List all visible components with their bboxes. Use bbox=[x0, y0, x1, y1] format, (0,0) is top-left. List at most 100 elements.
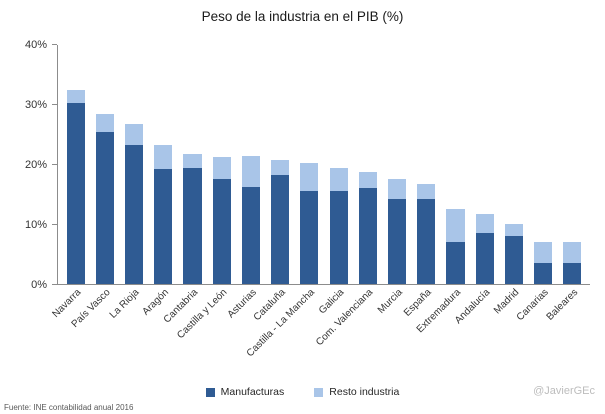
bar-column: Murcia bbox=[376, 45, 411, 316]
bar-stack bbox=[212, 45, 231, 284]
bar-column: Com. Valenciana bbox=[314, 45, 382, 348]
bar-column: Castilla y León bbox=[175, 45, 236, 341]
bar-stack bbox=[446, 45, 465, 284]
y-tick-label: 40% bbox=[24, 39, 47, 51]
bar-column: Andalucía bbox=[453, 45, 499, 326]
bar-segment bbox=[563, 242, 582, 264]
bar-stack bbox=[417, 45, 436, 284]
bar-segment bbox=[504, 236, 523, 284]
bar-stack bbox=[66, 45, 85, 284]
bar-column: Navarra bbox=[50, 45, 90, 320]
bar-column: Cataluña bbox=[252, 45, 295, 323]
y-axis: 0% 10% 20% 30% 40% bbox=[0, 39, 57, 291]
bar-segment bbox=[563, 263, 582, 284]
bar-segment bbox=[212, 156, 231, 180]
bar-segment bbox=[446, 242, 465, 284]
bar-segment bbox=[475, 214, 494, 234]
bar-segment bbox=[66, 89, 85, 103]
bar-segment bbox=[95, 131, 114, 284]
y-tick-mark bbox=[52, 104, 57, 105]
bar-segment bbox=[183, 154, 202, 168]
bar-segment bbox=[417, 199, 436, 284]
bar-segment bbox=[358, 171, 377, 189]
bar-segment bbox=[271, 160, 290, 176]
bar-segment bbox=[475, 233, 494, 284]
bar-stack bbox=[563, 45, 582, 284]
bar-segment bbox=[154, 169, 173, 284]
y-tick-label: 30% bbox=[24, 99, 47, 111]
bar-column: Aragón bbox=[140, 45, 178, 318]
bar-stack bbox=[95, 45, 114, 284]
bar-segment bbox=[124, 124, 144, 146]
legend: Manufacturas Resto industria bbox=[0, 386, 605, 398]
bar-segment bbox=[154, 145, 173, 170]
legend-swatch bbox=[205, 387, 215, 397]
bar-stack bbox=[241, 45, 260, 284]
y-tick-mark bbox=[52, 44, 57, 45]
x-axis-label: Baleares bbox=[544, 287, 581, 323]
bar-segment bbox=[446, 209, 465, 243]
plot-wrap: Navarra País Vasco La Rioja Aragón Cantabria… bbox=[50, 44, 590, 359]
bar-segment bbox=[241, 186, 260, 284]
legend-swatch bbox=[314, 387, 324, 397]
legend-item: Manufacturas bbox=[205, 386, 285, 398]
y-tick-label: 10% bbox=[24, 219, 47, 231]
bar-stack bbox=[329, 45, 348, 284]
bar-segment bbox=[183, 167, 202, 284]
y-tick-label: 20% bbox=[24, 159, 47, 171]
bar-segment bbox=[124, 145, 144, 284]
bar-stack bbox=[358, 45, 377, 284]
bar-stack bbox=[154, 45, 173, 284]
bar-segment bbox=[95, 113, 114, 132]
bar-stack bbox=[183, 45, 202, 284]
bar-column: Baleares bbox=[544, 45, 587, 323]
bar-column: País Vasco bbox=[70, 45, 119, 330]
bar-stack bbox=[504, 45, 523, 284]
credit-handle: @JavierGEc bbox=[533, 385, 595, 397]
bar-column: Madrid bbox=[492, 45, 528, 316]
x-axis-label: La Rioja bbox=[108, 287, 142, 321]
y-tick-label: 0% bbox=[31, 279, 47, 291]
bar-segment bbox=[504, 224, 523, 237]
y-tick-mark bbox=[52, 224, 57, 225]
bar-stack bbox=[300, 45, 319, 284]
bar-segment bbox=[417, 183, 436, 200]
bar-stack bbox=[534, 45, 553, 284]
x-axis-label: Com. Valenciana bbox=[314, 287, 376, 349]
bar-segment bbox=[387, 179, 407, 199]
bar-stack bbox=[387, 45, 407, 284]
bar-column: Cantabria bbox=[162, 45, 207, 325]
y-tick-mark bbox=[52, 284, 57, 285]
source-note: Fuente: INE contabilidad anual 2016 bbox=[4, 403, 134, 412]
bar-column: Extremadura bbox=[415, 45, 470, 335]
chart-title: Peso de la industria en el PIB (%) bbox=[201, 9, 404, 24]
y-tick-mark bbox=[52, 164, 57, 165]
bar-segment bbox=[271, 175, 290, 284]
bar-stack bbox=[271, 45, 290, 284]
bar-segment bbox=[212, 179, 231, 284]
bar-column: La Rioja bbox=[108, 45, 148, 321]
plot-area: Navarra País Vasco La Rioja Aragón Cantabria… bbox=[50, 45, 590, 359]
bar-segment bbox=[300, 191, 319, 284]
bar-segment bbox=[329, 191, 348, 284]
bar-segment bbox=[358, 188, 377, 284]
legend-item: Resto industria bbox=[314, 386, 399, 398]
bar-segment bbox=[300, 162, 319, 192]
bar-stack bbox=[475, 45, 494, 284]
bar-segment bbox=[329, 167, 348, 192]
legend-label: Resto industria bbox=[329, 386, 400, 398]
x-axis-label: Murcia bbox=[375, 287, 405, 317]
x-axis-label: Canarias bbox=[514, 287, 551, 324]
bar-segment bbox=[387, 198, 407, 284]
bar-column: España bbox=[402, 45, 441, 319]
bar-column: Asturias bbox=[225, 45, 265, 320]
bar-column: Canarias bbox=[515, 45, 558, 323]
bar-segment bbox=[534, 242, 553, 264]
bar-stack bbox=[124, 45, 144, 284]
bar-segment bbox=[241, 155, 260, 187]
bar-segment bbox=[534, 263, 553, 284]
bar-segment bbox=[66, 102, 85, 284]
bar-column: Galicia bbox=[317, 45, 353, 316]
bar-column: Castilla - La Mancha bbox=[245, 45, 324, 359]
legend-label: Manufacturas bbox=[220, 386, 285, 398]
